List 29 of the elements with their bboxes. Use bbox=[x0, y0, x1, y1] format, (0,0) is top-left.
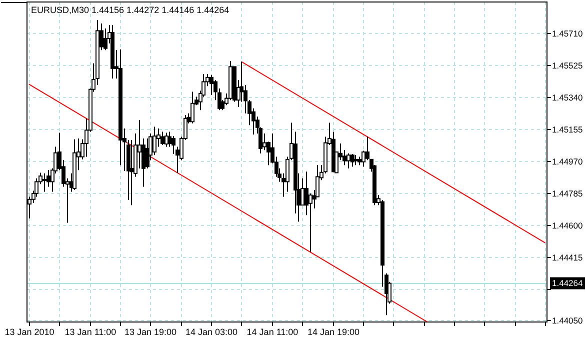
y-tick-label: 1.45155 bbox=[552, 124, 583, 134]
chart-title: EURUSD,M30 1.44156 1.44272 1.44146 1.44264 bbox=[31, 5, 230, 15]
candlestick bbox=[42, 172, 46, 192]
x-tick-label: 14 Jan 19:00 bbox=[307, 327, 360, 337]
candlestick bbox=[104, 28, 108, 51]
y-tick-label: 1.45525 bbox=[552, 60, 583, 70]
y-tick-label: 1.45710 bbox=[552, 28, 583, 38]
candlestick bbox=[210, 74, 214, 96]
x-tick-label: 14 Jan 03:00 bbox=[185, 327, 238, 337]
candlestick bbox=[130, 140, 134, 206]
y-tick-label: 1.44785 bbox=[552, 188, 583, 198]
candlestick bbox=[152, 126, 156, 156]
y-tick-label: 1.44970 bbox=[552, 156, 583, 166]
y-tick-label: 1.44415 bbox=[552, 252, 583, 262]
candlestick bbox=[350, 154, 354, 168]
x-tick-label: 13 Jan 19:00 bbox=[124, 327, 177, 337]
y-tick-label: 1.44050 bbox=[552, 315, 583, 326]
candlestick bbox=[190, 91, 194, 124]
candlestick bbox=[354, 154, 358, 166]
x-tick-label: 13 Jan 2010 bbox=[4, 327, 54, 337]
x-tick-label: 13 Jan 11:00 bbox=[64, 327, 116, 337]
candlestick bbox=[346, 152, 350, 169]
y-tick-label: 1.44600 bbox=[552, 220, 583, 230]
candlestick bbox=[146, 138, 150, 169]
x-tick-label: 14 Jan 11:00 bbox=[246, 327, 298, 337]
ref-line-label: 1.44264 bbox=[552, 278, 583, 288]
candlestick bbox=[160, 131, 164, 146]
candlestick bbox=[172, 136, 176, 155]
y-tick-label: 1.45340 bbox=[552, 92, 583, 102]
